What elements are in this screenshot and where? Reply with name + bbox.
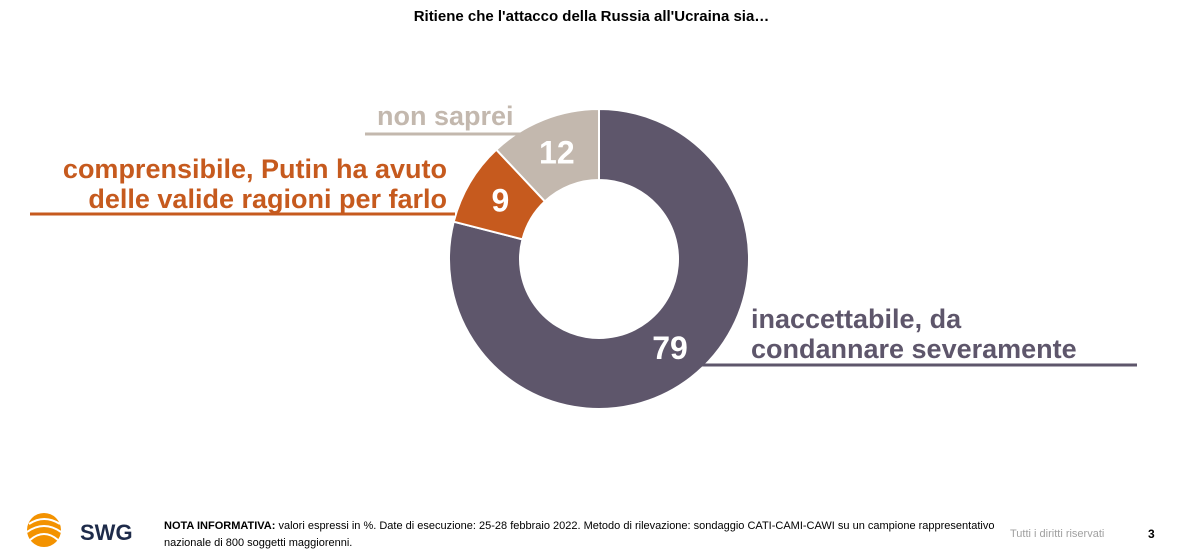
- value-label-non-saprei: 12: [539, 135, 575, 171]
- label-comprensibile: comprensibile, Putin ha avuto delle vali…: [32, 154, 447, 214]
- chart-title: Ritiene che l'attacco della Russia all'U…: [413, 8, 770, 25]
- rights-text: Tutti i diritti riservati: [1010, 528, 1105, 540]
- label-inaccettabile-line1: inaccettabile, da: [751, 304, 962, 334]
- label-comprensibile-line2: delle valide ragioni per farlo: [88, 184, 447, 214]
- donut-value-labels: 79 9 12: [492, 135, 688, 366]
- nota-informativa: NOTA INFORMATIVA: valori espressi in %. …: [164, 518, 1004, 552]
- nota-text: valori espressi in %. Date di esecuzione…: [164, 520, 995, 549]
- label-inaccettabile: inaccettabile, da condannare severamente: [751, 304, 1077, 364]
- nota-label: NOTA INFORMATIVA:: [164, 520, 276, 532]
- donut-segment-inaccettabile: [448, 107, 750, 410]
- donut-segment-non-saprei: [494, 107, 600, 203]
- label-inaccettabile-line2: condannare severamente: [751, 334, 1077, 364]
- swg-logo-icon: [26, 513, 62, 547]
- logo-text: SWG: [80, 520, 133, 545]
- value-label-comprensibile: 9: [492, 183, 510, 219]
- label-non-saprei: non saprei: [377, 101, 514, 131]
- label-leader-lines: [30, 132, 1137, 367]
- label-comprensibile-line1: comprensibile, Putin ha avuto: [62, 154, 447, 184]
- value-label-inaccettabile: 79: [652, 330, 688, 366]
- donut-segments: [448, 107, 750, 410]
- page-number: 3: [1148, 527, 1155, 541]
